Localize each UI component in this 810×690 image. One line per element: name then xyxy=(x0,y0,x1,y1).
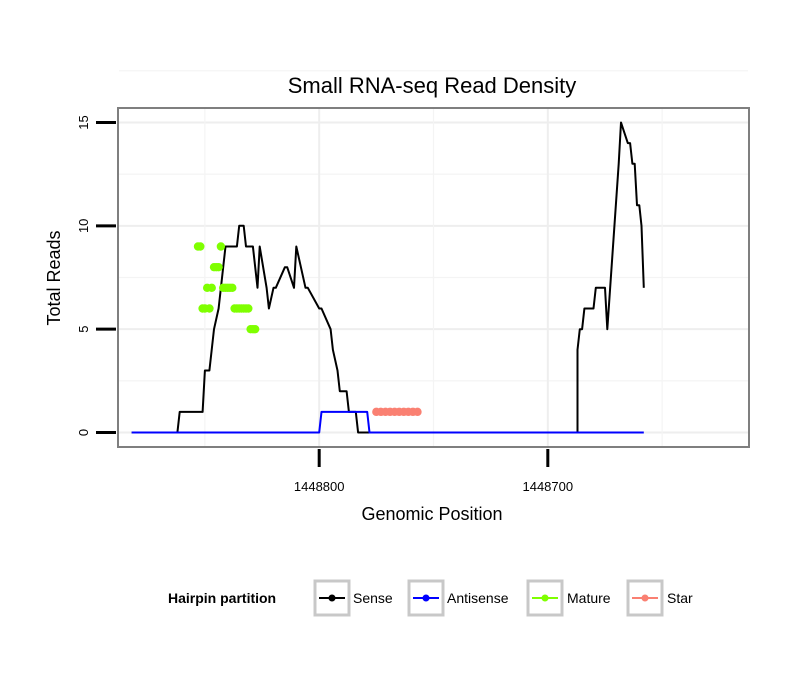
series-line-antisense xyxy=(131,410,644,434)
x-axis-title: Genomic Position xyxy=(361,504,502,524)
legend-key-point-mature xyxy=(541,594,549,602)
series-layer xyxy=(131,121,645,434)
x-axis: 1448800 1448700 xyxy=(294,449,573,494)
point-mature xyxy=(196,242,205,251)
legend-key-point-antisense xyxy=(422,594,430,602)
y-tick-label: 0 xyxy=(76,429,91,436)
chart-title: Small RNA-seq Read Density xyxy=(288,73,577,98)
y-axis-title: Total Reads xyxy=(44,230,64,325)
legend-label-star: Star xyxy=(667,590,693,606)
y-tick-label: 15 xyxy=(76,115,91,129)
point-mature xyxy=(244,304,253,313)
plot-panel xyxy=(117,70,750,448)
legend-label-antisense: Antisense xyxy=(447,590,509,606)
legend-label-sense: Sense xyxy=(353,590,393,606)
x-tick-label: 1448700 xyxy=(522,479,573,494)
y-tick-label: 5 xyxy=(76,326,91,333)
point-mature xyxy=(216,242,226,251)
grid xyxy=(119,70,748,446)
point-mature xyxy=(214,262,223,272)
point-mature xyxy=(205,304,214,313)
point-mature xyxy=(250,324,260,334)
point-mature xyxy=(207,283,216,293)
y-axis: 0 5 10 15 xyxy=(76,115,116,436)
legend: Hairpin partition Sense Antisense Mature St… xyxy=(168,579,693,617)
legend-title: Hairpin partition xyxy=(168,590,276,606)
point-star xyxy=(413,407,422,417)
point-mature xyxy=(228,283,237,293)
legend-label-mature: Mature xyxy=(567,590,611,606)
x-tick-label: 1448800 xyxy=(294,479,345,494)
y-tick-label: 10 xyxy=(76,219,91,233)
legend-key-point-sense xyxy=(328,594,336,602)
legend-key-point-star xyxy=(641,594,649,602)
